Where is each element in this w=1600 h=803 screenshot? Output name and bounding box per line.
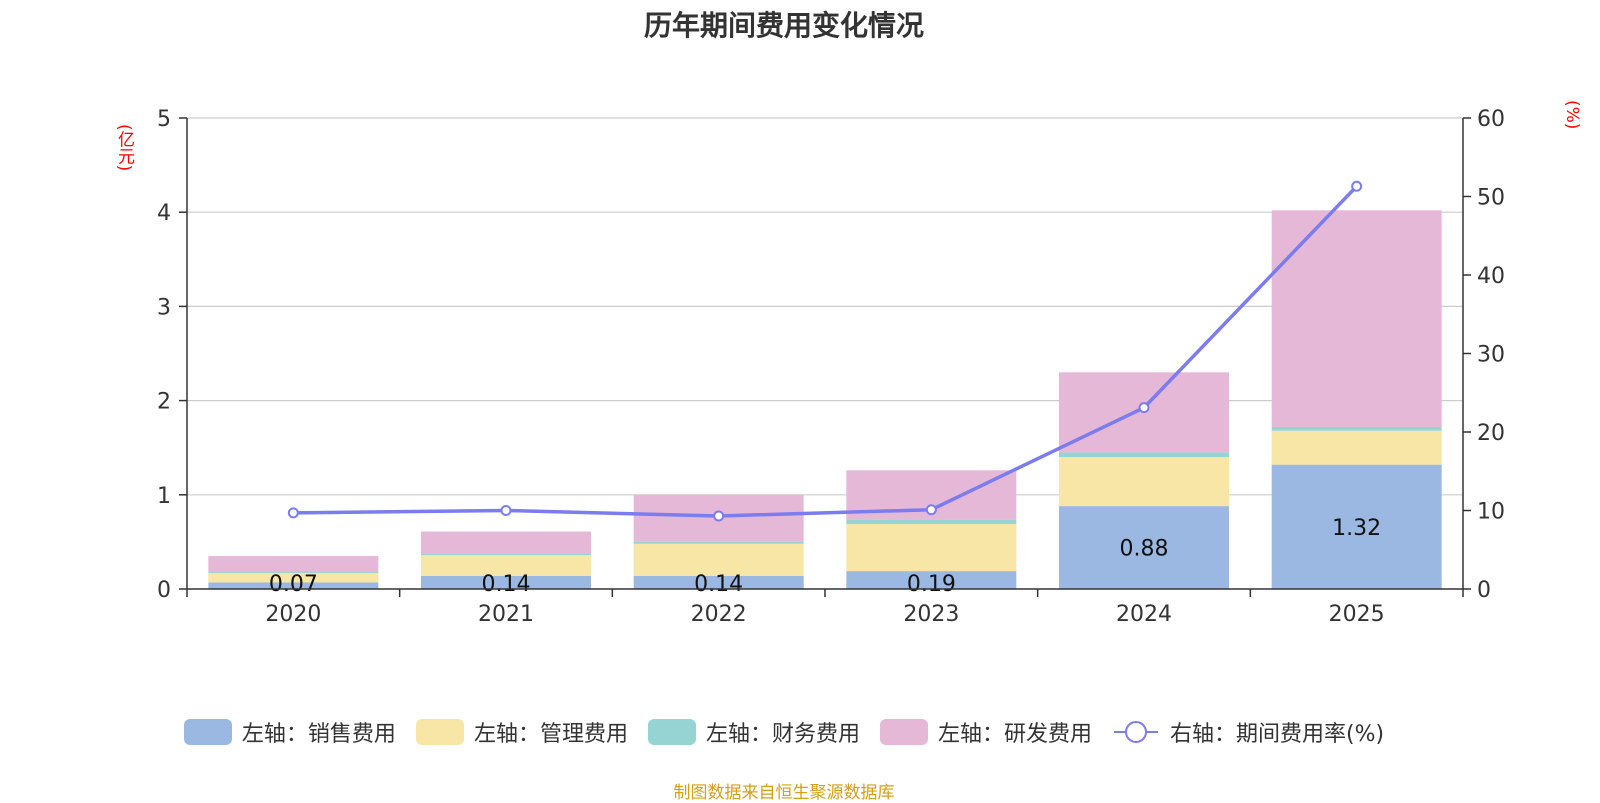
chart-title: 历年期间费用变化情况 [643,9,924,42]
bar-segment [1059,506,1229,589]
bar-value-label: 0.88 [1120,537,1169,562]
bar-segment [421,555,591,576]
bar-segment [208,572,379,583]
legend-swatch [1113,721,1158,743]
rate-point [1138,402,1150,414]
y-left-tick-label: 2 [157,390,171,415]
bar-segment [421,553,591,556]
x-tick-label: 2020 [265,602,321,627]
y-left-tick-label: 4 [157,201,171,226]
legend-item[interactable]: 左轴：财务费用 [647,716,860,748]
bar-segment [1059,457,1229,507]
legend-item[interactable]: 左轴：研发费用 [879,716,1092,748]
legend-label: 左轴：研发费用 [937,722,1092,747]
right-axis-unit: (%) [1562,100,1582,130]
bar-segment [633,541,804,544]
bar-value-label: 0.14 [482,572,531,597]
x-tick-label: 2025 [1329,602,1385,627]
y-right-tick-label: 60 [1477,107,1505,132]
legend-item[interactable]: 右轴：期间费用率(%) [1112,716,1384,748]
bar-segment [208,556,379,573]
y-right-tick-label: 0 [1477,578,1491,603]
chart-legend: 左轴：销售费用 左轴：管理费用 左轴：财务费用 左轴：研发费用 右轴：期间费用率(%) [0,716,1568,748]
left-axis-unit: (亿元) [114,124,134,172]
rate-point [500,505,512,516]
data-source-note: 制图数据来自恒生聚源数据库 [673,783,895,803]
bar-segment [208,582,379,589]
rate-line [293,185,1358,518]
legend-swatch [647,719,696,745]
bar-segment [208,572,379,573]
legend-item[interactable]: 左轴：销售费用 [183,716,396,748]
x-tick-label: 2024 [1116,602,1172,627]
bar-segment [1271,464,1442,589]
legend-label: 左轴：财务费用 [705,722,860,747]
legend-swatch [415,719,464,745]
y-right-tick-label: 20 [1477,421,1505,446]
rate-point [713,510,725,522]
rate-point [925,504,937,516]
legend-swatch [183,719,232,745]
y-right-tick-label: 40 [1477,264,1505,289]
bar-segment [1271,210,1442,427]
bar-segment [633,543,804,576]
y-right-tick-label: 10 [1477,500,1505,525]
bar-segment [1271,426,1442,431]
y-left-tick-label: 3 [157,295,171,320]
bar-value-label: 0.19 [907,572,956,597]
legend-label: 右轴：期间费用率(%) [1169,722,1385,747]
y-left-tick-label: 1 [157,484,171,509]
y-right-tick-label: 30 [1477,343,1505,368]
bar-segment [633,575,804,589]
bar-value-label: 1.32 [1332,516,1381,541]
legend-item[interactable]: 左轴：管理费用 [415,716,628,748]
legend-label: 左轴：销售费用 [241,722,396,747]
y-right-tick-label: 50 [1477,186,1505,211]
bar-value-label: 0.07 [269,572,318,597]
bar-value-label: 0.14 [694,572,743,597]
y-left-tick-label: 0 [157,578,171,603]
legend-label: 左轴：管理费用 [473,722,628,747]
y-left-tick-label: 5 [157,107,171,132]
rate-point [287,507,299,519]
x-tick-label: 2022 [691,602,747,627]
bar-segment [846,519,1017,525]
legend-swatch [879,719,928,745]
bar-segment [1271,430,1442,465]
bar-segment [421,575,591,589]
bar-segment [846,524,1017,572]
x-tick-label: 2021 [478,602,534,627]
bar-segment [421,531,591,554]
x-tick-label: 2023 [903,602,959,627]
bar-segment [1059,452,1229,458]
rate-point [1351,180,1363,192]
bar-segment [846,571,1017,589]
